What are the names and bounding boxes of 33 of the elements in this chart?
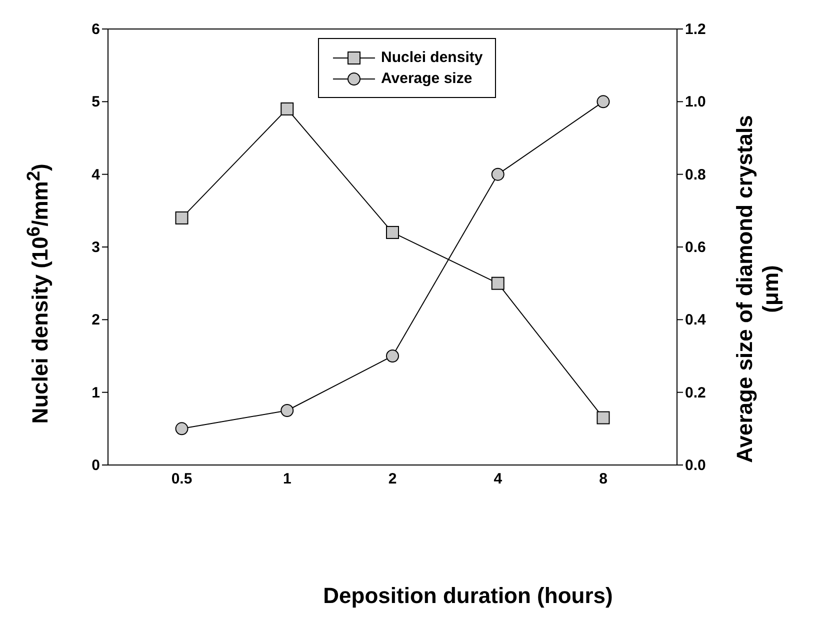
x-tick-label: 0.5 xyxy=(171,470,192,488)
y2-tick-label: 1.2 xyxy=(685,21,706,38)
y2-tick-label: 0.2 xyxy=(685,384,706,402)
x-tick-label: 1 xyxy=(282,470,292,488)
point xyxy=(386,350,399,362)
point xyxy=(386,226,399,239)
x-tick-label: 2 xyxy=(388,470,397,488)
legend-label: Nuclei density xyxy=(381,49,483,66)
x-tick-label: 8 xyxy=(599,470,608,488)
y2-tick-label: 0.6 xyxy=(685,239,706,256)
point xyxy=(596,95,610,108)
y2-tick-label: 1.0 xyxy=(685,94,706,111)
y-tick-label: 0 xyxy=(92,457,100,474)
point xyxy=(280,102,294,116)
y-tick-label: 1 xyxy=(92,384,100,402)
y2-tick-label: 0.0 xyxy=(685,457,706,474)
point xyxy=(596,411,610,424)
point xyxy=(491,168,504,181)
point xyxy=(175,211,188,224)
legend-label: Average size xyxy=(381,70,472,87)
point xyxy=(280,404,294,417)
y-tick-label: 6 xyxy=(92,21,100,38)
y-tick-label: 2 xyxy=(92,312,100,329)
point xyxy=(491,276,504,290)
point xyxy=(175,422,188,436)
x-tick-label: 4 xyxy=(494,470,503,488)
y2-tick-label: 0.4 xyxy=(685,312,707,329)
y-tick-label: 5 xyxy=(92,94,100,111)
y2-tick-label: 0.8 xyxy=(685,166,706,184)
y-tick-label: 4 xyxy=(92,166,101,184)
y2-axis-title: Average size of diamond crystals (μm) xyxy=(732,114,784,465)
y-tick-label: 3 xyxy=(92,239,100,256)
x-axis-title: Deposition duration (hours) xyxy=(322,583,614,609)
